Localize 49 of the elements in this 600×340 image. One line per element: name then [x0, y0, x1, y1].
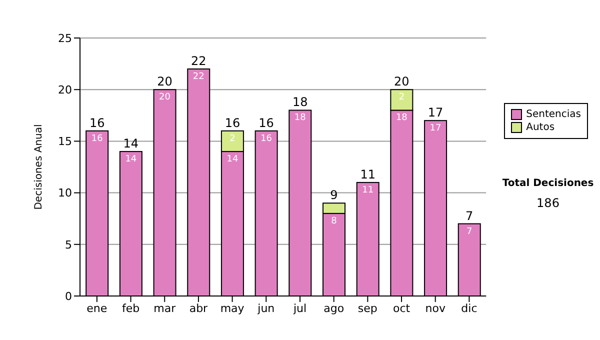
x-tick-label: nov — [425, 302, 446, 315]
x-tick-label: dic — [461, 302, 478, 315]
data-label: 14 — [125, 154, 137, 165]
total-label: 16 — [224, 116, 240, 130]
total-label: 22 — [190, 54, 206, 68]
total-label: 11 — [360, 167, 376, 182]
legend-label: Sentencias — [526, 108, 581, 121]
x-tick-label: ene — [86, 302, 108, 315]
data-label: 16 — [91, 134, 104, 144]
data-label: 16 — [260, 134, 272, 144]
data-label: 2 — [230, 134, 236, 144]
data-label: 7 — [466, 226, 472, 237]
data-label: 18 — [396, 113, 408, 124]
y-tick-label: 0 — [65, 290, 72, 303]
x-tick-label: oct — [392, 302, 411, 315]
text: 186 — [536, 196, 560, 210]
data-label: 8 — [331, 216, 338, 226]
total-label: 7 — [466, 208, 474, 223]
x-tick-label: jul — [292, 302, 307, 315]
x-tick-label: feb — [122, 302, 140, 315]
total-label: 14 — [123, 136, 139, 151]
data-label: 11 — [362, 185, 374, 196]
data-label: 17 — [430, 124, 442, 134]
text: Total Decisiones — [501, 178, 595, 189]
total-label: 9 — [330, 188, 338, 202]
total-label: 20 — [394, 74, 410, 89]
total-label: 16 — [258, 116, 274, 130]
data-label: 22 — [192, 72, 204, 82]
data-label: 14 — [226, 154, 238, 165]
total-label: 20 — [157, 74, 172, 89]
total-label: 17 — [428, 106, 444, 120]
total-label: 18 — [292, 95, 308, 110]
y-axis-title: Decisiones Anual — [34, 124, 45, 210]
x-tick-label: abr — [189, 302, 208, 315]
total-label: 16 — [89, 116, 105, 130]
data-label: 18 — [294, 113, 306, 124]
data-label: 2 — [398, 92, 405, 103]
x-tick-label: ago — [324, 302, 344, 315]
y-tick-label: 10 — [58, 186, 72, 200]
x-tick-label: sep — [358, 302, 378, 315]
legend-label: Autos — [526, 121, 555, 134]
x-tick-label: jun — [256, 302, 275, 315]
y-tick-label: 20 — [58, 84, 72, 97]
y-tick-label: 25 — [58, 32, 72, 45]
y-tick-label: 5 — [65, 238, 72, 252]
y-tick-label: 15 — [58, 135, 72, 148]
x-tick-label: mar — [154, 302, 176, 315]
data-label: 20 — [159, 92, 171, 103]
x-tick-label: may — [220, 302, 245, 315]
